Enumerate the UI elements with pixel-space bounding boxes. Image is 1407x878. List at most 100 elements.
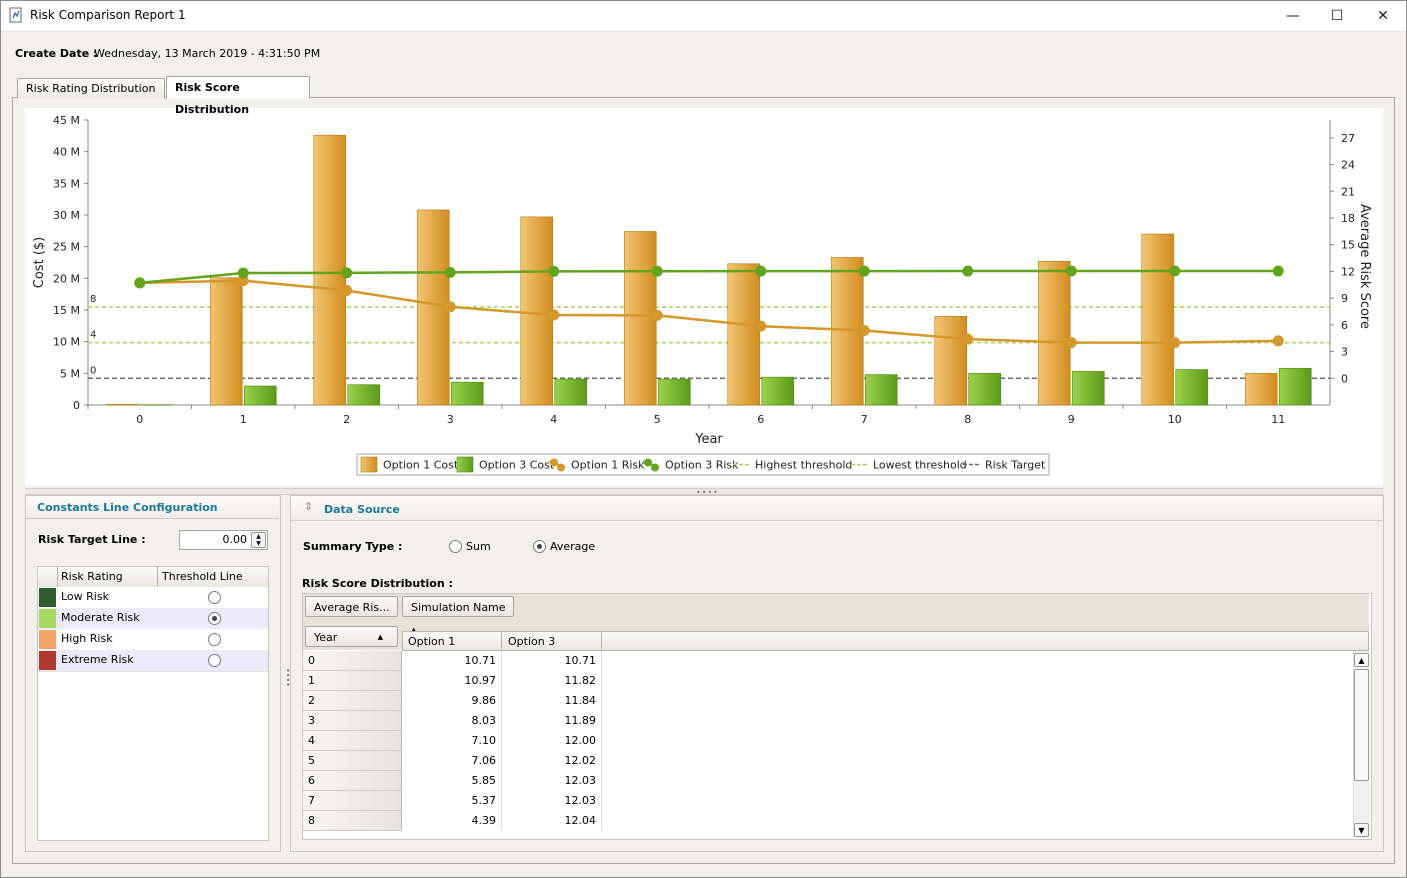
pivot-row-header[interactable]: 7 — [303, 791, 402, 811]
col-option-3[interactable]: Option 3 — [508, 635, 556, 648]
y-tick-label: 25 M — [53, 241, 80, 254]
risk-target-spinner[interactable]: 0.00 ▲ ▼ — [179, 530, 268, 550]
pivot-row-header[interactable]: 0 — [303, 651, 402, 671]
pivot-row-header[interactable]: 2 — [303, 691, 402, 711]
pivot-row-field[interactable]: Year ▲ — [305, 626, 398, 647]
y-tick-label: 15 M — [53, 304, 80, 317]
average-label[interactable]: Average — [550, 540, 596, 553]
col-risk-rating[interactable]: Risk Rating — [61, 570, 123, 583]
y2-tick-label: 21 — [1341, 185, 1355, 198]
collapse-icon[interactable]: ⇕ — [304, 500, 314, 513]
sum-label[interactable]: Sum — [466, 540, 491, 553]
point-option-3-risk — [1169, 265, 1181, 277]
close-button[interactable]: ✕ — [1360, 0, 1406, 31]
point-option-3-risk — [1065, 265, 1077, 277]
splitter-grip-icon[interactable]: •••• — [696, 488, 719, 497]
summary-type-label: Summary Type : — [303, 540, 403, 553]
bar-option-1-cost — [934, 316, 968, 406]
pivot-cell-option-1: 8.03 — [402, 711, 502, 731]
x-tick-label: 5 — [654, 413, 661, 426]
pivot-row-header[interactable]: 1 — [303, 671, 402, 691]
pivot-row-header[interactable]: 3 — [303, 711, 402, 731]
x-tick-label: 3 — [447, 413, 454, 426]
pivot-row-header[interactable]: 4 — [303, 731, 402, 751]
minimize-icon: — — [1286, 7, 1300, 24]
constants-panel-title: Constants Line Configuration — [37, 501, 218, 514]
x-tick-label: 7 — [861, 413, 868, 426]
window-title: Risk Comparison Report 1 — [30, 8, 186, 22]
report-icon — [9, 7, 22, 23]
bar-option-3-cost — [657, 378, 691, 406]
sum-radio[interactable] — [449, 540, 462, 553]
point-option-3-risk — [962, 265, 974, 277]
bar-option-3-cost — [243, 385, 277, 406]
rating-color-swatch — [39, 609, 56, 628]
create-date-label: Create Date : — [15, 47, 98, 60]
x-tick-label: 6 — [757, 413, 764, 426]
title-bar: Risk Comparison Report 1 — ☐ ✕ — [0, 0, 1407, 32]
threshold-radio[interactable] — [208, 654, 221, 667]
threshold-row[interactable]: Low Risk — [38, 587, 268, 609]
y-tick-label: 10 M — [53, 336, 80, 349]
pivot-rows: 0 10.71 10.71 1 10.97 11.82 2 9.86 11.84 3 … — [303, 651, 1353, 838]
pivot-row-header[interactable]: 5 — [303, 751, 402, 771]
x-tick-label: 0 — [136, 413, 143, 426]
bar-option-1-cost — [1037, 260, 1071, 406]
rating-label: Extreme Risk — [61, 653, 134, 666]
threshold-grid: Risk Rating Threshold Line Low Risk Mode… — [37, 566, 269, 841]
bar-option-3-cost — [1071, 371, 1105, 406]
pivot-cell-option-1: 7.10 — [402, 731, 502, 751]
spin-up-icon[interactable]: ▲ — [256, 533, 261, 540]
tab-risk-rating-distribution[interactable]: Risk Rating Distribution — [17, 78, 165, 98]
pivot-cell-option-3: 11.89 — [502, 711, 602, 731]
x-tick-label: 4 — [550, 413, 557, 426]
bar-option-3-cost — [554, 378, 588, 406]
pivot-data-field[interactable]: Average Ris... — [305, 596, 398, 617]
col-option-1[interactable]: Option 1 — [408, 635, 456, 648]
threshold-row[interactable]: High Risk — [38, 629, 268, 651]
pivot-column-field[interactable]: Simulation Name ▲ — [402, 596, 514, 634]
y2-tick-label: 9 — [1341, 292, 1348, 305]
point-option-1-risk — [341, 284, 353, 296]
threshold-radio[interactable] — [208, 591, 221, 604]
minimize-button[interactable]: — — [1270, 0, 1316, 31]
point-option-1-risk — [755, 320, 767, 332]
pivot-row-header[interactable]: 8 — [303, 811, 402, 831]
legend-marker — [360, 456, 378, 473]
pivot-row-header[interactable]: 6 — [303, 771, 402, 791]
scroll-thumb[interactable] — [1354, 669, 1369, 781]
threshold-radio[interactable] — [208, 633, 221, 646]
pivot-cell-option-3: 12.03 — [502, 791, 602, 811]
threshold-radio[interactable] — [208, 612, 221, 625]
sort-asc-icon: ▲ — [411, 626, 417, 634]
pivot-cell-option-1: 7.06 — [402, 751, 502, 771]
threshold-row[interactable]: Moderate Risk — [38, 608, 268, 630]
y2-tick-label: 0 — [1341, 372, 1348, 385]
point-option-1-risk — [962, 333, 974, 345]
y2-tick-label: 12 — [1341, 265, 1355, 278]
bar-option-3-cost — [450, 381, 484, 406]
y2-tick-label: 6 — [1341, 319, 1348, 332]
tab-risk-score-distribution[interactable]: Risk Score Distribution — [166, 76, 310, 116]
vsplitter-grip-icon[interactable]: •••• — [283, 668, 292, 687]
bar-option-1-cost — [313, 134, 347, 406]
point-option-3-risk — [444, 266, 456, 278]
pivot-cell-option-3: 10.71 — [502, 651, 602, 671]
pivot-cell-option-3: 12.02 — [502, 751, 602, 771]
pivot-scrollbar[interactable]: ▲ ▼ — [1353, 651, 1370, 838]
constants-panel-header — [26, 496, 279, 519]
col-threshold-line[interactable]: Threshold Line — [162, 570, 243, 583]
average-radio[interactable] — [533, 540, 546, 553]
spin-down-icon[interactable]: ▼ — [256, 540, 261, 547]
spin-buttons[interactable]: ▲ ▼ — [251, 532, 266, 548]
maximize-button[interactable]: ☐ — [1314, 0, 1360, 31]
pivot-cell-option-3: 12.03 — [502, 771, 602, 791]
bar-option-1-cost — [520, 216, 554, 406]
bar-option-3-cost — [347, 384, 381, 406]
horizontal-splitter[interactable] — [25, 488, 1383, 495]
threshold-row[interactable]: Extreme Risk — [38, 650, 268, 672]
data-source-header — [291, 496, 1382, 521]
legend-marker — [456, 456, 474, 473]
scroll-up-icon[interactable]: ▲ — [1354, 653, 1369, 667]
scroll-down-icon[interactable]: ▼ — [1354, 823, 1369, 837]
